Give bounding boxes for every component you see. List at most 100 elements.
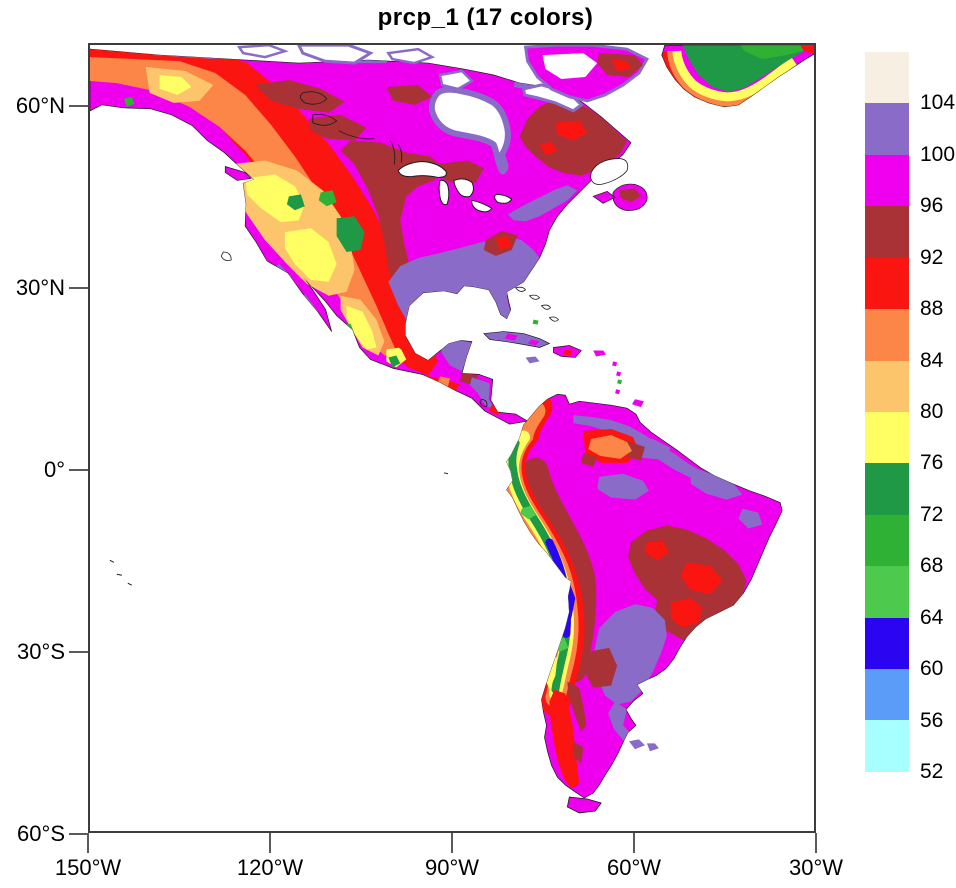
x-axis-tick bbox=[269, 833, 271, 853]
colorbar-tick-label: 72 bbox=[920, 502, 944, 526]
y-axis-tick-label: 0° bbox=[43, 456, 65, 482]
y-axis-tick-label: 30°S bbox=[17, 638, 65, 664]
x-axis-tick bbox=[633, 833, 635, 853]
victoria-island bbox=[297, 45, 374, 65]
greenland-interior-green bbox=[682, 45, 814, 92]
x-axis-tick bbox=[87, 833, 89, 853]
vancouver-island bbox=[224, 166, 252, 181]
y-axis-tick bbox=[69, 832, 88, 835]
x-axis-tick bbox=[815, 833, 817, 853]
colorbar-box bbox=[865, 257, 909, 310]
greenland-fill-regions bbox=[662, 45, 814, 107]
great-lakes bbox=[397, 161, 513, 213]
amazon-purple bbox=[597, 473, 649, 500]
y-axis-tick bbox=[69, 286, 88, 289]
y-axis-tick-label: 60°S bbox=[17, 820, 65, 846]
island-west bbox=[236, 45, 289, 59]
st-lawrence-purple bbox=[507, 185, 578, 222]
tierra-del-fuego bbox=[566, 796, 602, 814]
cuba bbox=[483, 331, 551, 348]
x-axis-tick-label: 120°W bbox=[236, 855, 304, 880]
amapa-purple bbox=[690, 466, 743, 500]
colorbar-tick-label: 92 bbox=[920, 245, 944, 269]
x-axis-tick-label: 150°W bbox=[54, 855, 122, 880]
southeast-us-purple bbox=[388, 237, 540, 320]
x-axis-tick-label: 30°W bbox=[788, 855, 844, 880]
nw-canada-brown-2 bbox=[308, 114, 367, 141]
mexico-east-red bbox=[376, 295, 407, 350]
nw-canada-brown-3 bbox=[386, 84, 433, 105]
lakes-north-brown bbox=[434, 160, 484, 183]
colorbar-box bbox=[865, 566, 909, 618]
colorbar-tick-label: 68 bbox=[920, 554, 944, 578]
venezuela-orange bbox=[588, 435, 633, 459]
colorbar-tick-label: 64 bbox=[920, 605, 944, 629]
mosquito-coast-purple bbox=[469, 377, 495, 410]
colorbar-box bbox=[865, 669, 909, 721]
colorbar-box bbox=[865, 514, 909, 567]
colorbar-tick-label: 104 bbox=[920, 91, 956, 115]
colorbar-box bbox=[865, 411, 909, 464]
colorbar: 52 56 60 64 68 72 76 80 84 88 92 96 100 104 bbox=[865, 52, 956, 783]
colorbar-tick-label: 84 bbox=[920, 348, 944, 372]
y-axis-tick-label: 30°N bbox=[15, 274, 65, 300]
colorbar-box bbox=[865, 720, 909, 772]
puerto-rico bbox=[593, 350, 607, 357]
trinidad bbox=[632, 399, 644, 408]
x-axis-tick-label: 90°W bbox=[424, 855, 480, 880]
jamaica bbox=[525, 356, 540, 364]
colorbar-box bbox=[865, 360, 909, 412]
colorbar-box bbox=[865, 154, 909, 207]
newfoundland bbox=[612, 183, 648, 211]
y-axis-tick bbox=[69, 468, 88, 471]
hudson-bay bbox=[428, 86, 511, 175]
colorbar-tick-label: 80 bbox=[920, 400, 944, 423]
map-canvas bbox=[90, 45, 814, 814]
colorbar-tick-label: 60 bbox=[920, 657, 944, 681]
colorbar-tick-label: 100 bbox=[920, 142, 956, 166]
colorbar-box bbox=[865, 617, 909, 670]
south-islands bbox=[566, 739, 659, 814]
greenland bbox=[661, 45, 814, 108]
falkland-west bbox=[629, 739, 645, 750]
colorbar-box bbox=[865, 463, 909, 515]
plot-title: prcp_1 (17 colors) bbox=[377, 4, 594, 31]
south-america bbox=[506, 393, 783, 799]
colorbar-box bbox=[865, 103, 909, 155]
colorbar-boxes bbox=[865, 52, 909, 772]
falkland-east bbox=[646, 743, 659, 752]
x-axis-tick bbox=[451, 833, 453, 853]
colorbar-box bbox=[865, 206, 909, 258]
argentina-coast-purple bbox=[608, 701, 633, 743]
gulf-st-lawrence bbox=[590, 158, 629, 185]
canada-lakes-outlines bbox=[220, 91, 488, 407]
y-axis-tick bbox=[69, 104, 88, 107]
x-axis-tick-label: 60°W bbox=[606, 855, 662, 880]
y-axis-tick bbox=[69, 650, 88, 653]
colorbar-tick-label: 96 bbox=[920, 194, 944, 218]
nova-scotia bbox=[592, 190, 616, 204]
baffin-island bbox=[523, 45, 650, 103]
map-plot bbox=[88, 43, 816, 833]
north-america bbox=[90, 48, 632, 425]
prairie-brown-band bbox=[340, 140, 443, 300]
nw-canada-brown-1 bbox=[255, 79, 345, 113]
arctic-islands bbox=[224, 45, 650, 211]
bahamas bbox=[514, 286, 559, 325]
colorbar-tick-label: 56 bbox=[920, 708, 944, 732]
colorbar-tick-label: 76 bbox=[920, 451, 944, 475]
southampton-island bbox=[438, 69, 474, 91]
colorbar-box bbox=[865, 52, 909, 104]
colorado-green bbox=[336, 216, 365, 253]
caribbean-islands bbox=[109, 286, 659, 814]
n-argentina-brown bbox=[583, 647, 618, 688]
island-mid bbox=[386, 47, 436, 65]
lesser-antilles bbox=[612, 361, 644, 408]
colorbar-tick-label: 88 bbox=[920, 297, 944, 321]
yucatan-purple bbox=[440, 340, 472, 372]
ocean-specks bbox=[109, 472, 449, 586]
patagonia-red bbox=[549, 689, 580, 790]
colorbar-tick-label: 52 bbox=[920, 760, 944, 783]
y-axis-tick-label: 60°N bbox=[15, 92, 65, 118]
